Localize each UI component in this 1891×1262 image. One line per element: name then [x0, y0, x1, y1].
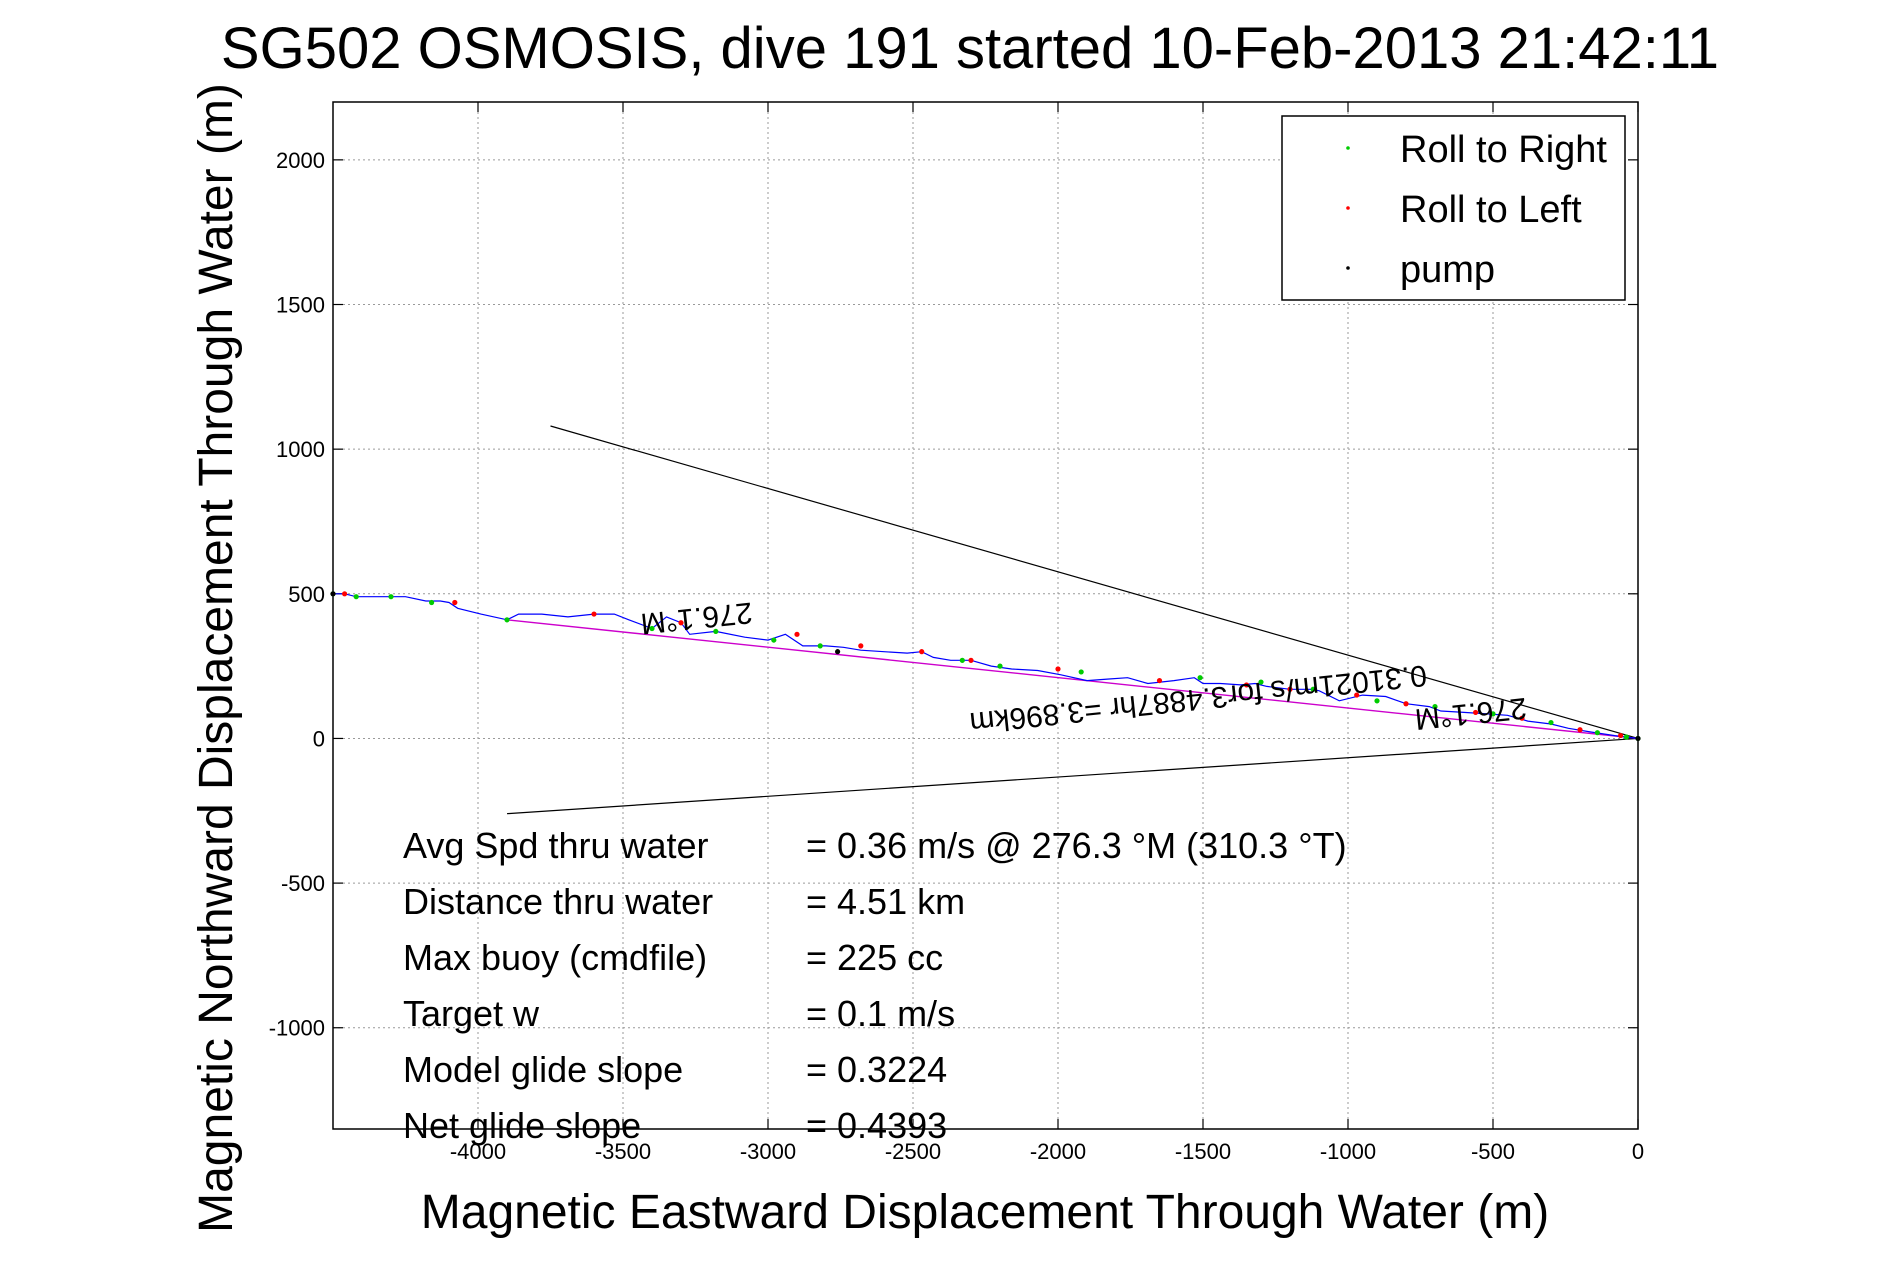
roll-right-point [353, 594, 359, 600]
roll-right-point [1490, 711, 1496, 717]
legend: Roll to Right Roll to Left pump [1281, 115, 1626, 301]
roll-right-point [1374, 698, 1380, 704]
legend-box [1281, 115, 1626, 301]
legend-label: Roll to Right [1400, 129, 1607, 171]
roll-left-point [1287, 686, 1293, 692]
roll-right-point [959, 657, 965, 663]
roll-left-point [678, 620, 684, 626]
legend-label: pump [1400, 249, 1495, 291]
roll-right-point [388, 594, 394, 600]
roll-right-point [1197, 675, 1203, 681]
pump-point [1635, 735, 1641, 742]
roll-right-point [1258, 679, 1264, 685]
pump-point [330, 591, 336, 597]
x-tick-label: -2500 [885, 1139, 941, 1164]
stat-value: = 225 cc [806, 937, 943, 978]
net-displacement-line [506, 619, 1639, 740]
track-path [333, 593, 1639, 740]
stat-value: = 0.36 m/s @ 276.3 °M (310.3 °T) [806, 825, 1347, 866]
roll-left-point [1577, 727, 1583, 733]
x-tick-label: -3500 [595, 1139, 651, 1164]
x-tick-label: -4000 [450, 1139, 506, 1164]
roll-left-point [1403, 701, 1409, 707]
stat-label: Avg Spd thru water [403, 825, 709, 866]
stat-label: Distance thru water [403, 881, 713, 922]
y-axis-label: Magnetic Northward Displacement Through … [190, 83, 243, 1233]
roll-left-point [968, 657, 974, 663]
roll-left-point [1473, 709, 1479, 716]
roll-left-point [1243, 682, 1250, 688]
stat-value: = 4.51 km [806, 881, 965, 922]
roll-left-point [1055, 666, 1061, 672]
roll-right-point [771, 637, 777, 643]
roll-right-point [429, 599, 435, 606]
roll-right-point [713, 628, 719, 635]
wedge-line-1 [550, 425, 1639, 740]
roll-left-point [1519, 715, 1525, 721]
roll-left-point [591, 611, 597, 617]
roll-right-point [1594, 730, 1600, 736]
stat-value: = 0.4393 [806, 1105, 947, 1146]
stat-label: Target w [403, 993, 540, 1034]
x-tick-label: 0 [1632, 1139, 1644, 1164]
roll-right-point [997, 663, 1003, 669]
net-displacement-segment [506, 619, 1639, 740]
wedge-line-2 [506, 737, 1639, 815]
roll-right-point [1078, 669, 1084, 675]
legend-marker [1346, 206, 1350, 210]
y-tick-label: 0 [313, 726, 325, 751]
y-tick-label: 1000 [276, 437, 325, 462]
plot-frame [332, 101, 1639, 1130]
stats-panel: Avg Spd thru water = 0.36 m/s @ 276.3 °M … [403, 825, 1347, 1146]
roll-left-point [1354, 692, 1360, 698]
x-axis: -4000 -3500 -3000 -2500 -2000 -1500 -1000 -500 0 [450, 102, 1644, 1164]
chart-title: SG502 OSMOSIS, dive 191 started 10-Feb-2… [221, 16, 1719, 81]
stat-value: = 0.1 m/s [806, 993, 955, 1034]
roll-right-point [1432, 704, 1438, 710]
roll-right-point [1548, 719, 1554, 726]
roll-left-point [919, 649, 925, 655]
roll-right-point [504, 617, 510, 623]
roll-left-point [794, 631, 800, 637]
roll-left-point [858, 643, 864, 649]
x-tick-label: -2000 [1030, 1139, 1086, 1164]
x-axis-label: Magnetic Eastward Displacement Through W… [421, 1186, 1549, 1239]
y-tick-label: 1500 [276, 293, 325, 318]
stat-label: Net glide slope [403, 1105, 641, 1146]
track-line [333, 593, 1639, 740]
legend-label: Roll to Left [1400, 189, 1582, 231]
pump-point [835, 649, 841, 655]
data-points [330, 591, 1641, 742]
stat-value: = 0.3224 [806, 1049, 947, 1090]
roll-right-point [1623, 734, 1629, 740]
legend-marker [1346, 266, 1350, 270]
y-tick-label: 2000 [276, 148, 325, 173]
stat-label: Max buoy (cmdfile) [403, 937, 707, 978]
roll-left-point [342, 591, 348, 597]
roll-right-point [1310, 686, 1316, 692]
roll-left-point [1618, 732, 1624, 739]
roll-right-point [649, 625, 655, 632]
legend-marker [1346, 146, 1350, 150]
x-tick-label: -1000 [1320, 1139, 1376, 1164]
x-tick-label: -500 [1471, 1139, 1515, 1164]
roll-left-point [452, 599, 458, 606]
y-tick-label: 500 [288, 582, 325, 607]
stat-label: Model glide slope [403, 1049, 683, 1090]
roll-left-point [1156, 677, 1163, 684]
wedge-lines [506, 425, 1639, 815]
roll-right-point [817, 643, 823, 649]
y-tick-label: -500 [281, 871, 325, 896]
x-tick-label: -1500 [1175, 1139, 1231, 1164]
y-tick-label: -1000 [269, 1016, 325, 1041]
x-tick-label: -3000 [740, 1139, 796, 1164]
y-axis: -1000 -500 0 500 1000 1500 2000 [269, 148, 1638, 1041]
